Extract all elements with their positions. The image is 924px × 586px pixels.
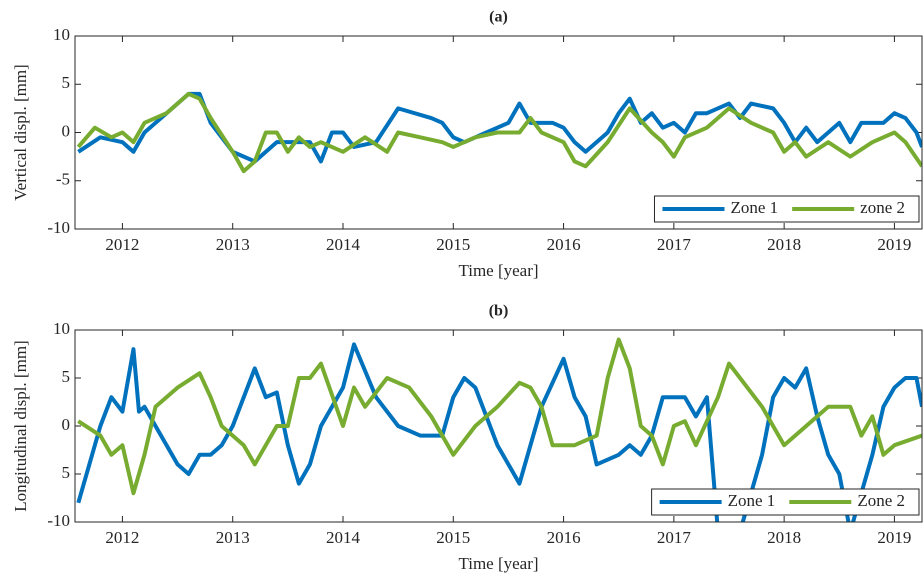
y-tick-label: -5 (56, 170, 70, 189)
x-tick-label: 2018 (767, 235, 801, 254)
x-tick-label: 2014 (326, 235, 361, 254)
legend-label: Zone 1 (730, 198, 778, 217)
x-tick-label: 2013 (216, 235, 250, 254)
x-tick-label: 2018 (767, 528, 801, 547)
x-tick-label: 2013 (216, 528, 250, 547)
legend-label: Zone 2 (857, 491, 905, 510)
axes-box (74, 329, 923, 523)
x-tick-label: 2015 (436, 528, 470, 547)
x-tick-label: 2012 (105, 235, 139, 254)
panel: (a) Time [year] Vertical displ. [mm] 2012 20… (11, 9, 923, 280)
data-line (76, 91, 922, 174)
legend-label: Zone 1 (728, 491, 776, 510)
y-tick-label: 5 (62, 73, 71, 92)
x-tick-label: 2019 (877, 528, 911, 547)
y-axis-label: Vertical displ. [mm] (11, 64, 30, 200)
y-tick-label: -10 (47, 511, 70, 530)
x-tick-label: 2017 (657, 528, 692, 547)
y-tick-label: 0 (62, 121, 71, 140)
data-line (76, 342, 922, 522)
y-tick-label: 5 (62, 367, 71, 386)
legend: Zone 1 zone 2 (653, 195, 920, 223)
x-axis-label: Time [year] (458, 554, 538, 573)
axes-box (74, 35, 923, 230)
data-line (77, 337, 922, 496)
x-tick-label: 2015 (436, 235, 470, 254)
x-axis-label: Time [year] (458, 261, 538, 280)
y-tick-label: 5 (62, 463, 71, 482)
y-tick-label: 10 (53, 25, 70, 44)
y-tick-label: 10 (53, 319, 70, 338)
x-tick-label: 2012 (105, 528, 139, 547)
panel: (b) Time [year] Longitudinal displ. [mm] 20… (11, 303, 923, 573)
y-tick-label: 0 (62, 415, 71, 434)
x-tick-label: 2016 (547, 235, 581, 254)
x-tick-label: 2019 (877, 235, 911, 254)
x-tick-label: 2016 (547, 528, 581, 547)
data-line (77, 91, 922, 164)
chart-title: (b) (489, 303, 509, 320)
x-tick-label: 2014 (326, 528, 361, 547)
legend: Zone 1 Zone 2 (651, 488, 920, 516)
chart-title: (a) (489, 9, 508, 26)
x-tick-label: 2017 (657, 235, 692, 254)
y-axis-label: Longitudinal displ. [mm] (11, 340, 30, 511)
legend-label: zone 2 (860, 198, 905, 217)
y-tick-label: -10 (47, 218, 70, 237)
